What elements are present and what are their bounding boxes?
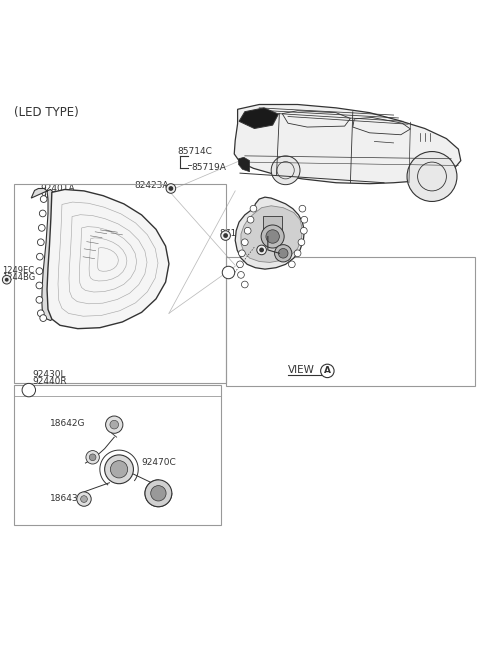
Circle shape	[300, 227, 307, 234]
Circle shape	[221, 231, 230, 240]
Circle shape	[37, 310, 44, 317]
Text: 85719A: 85719A	[191, 163, 226, 172]
Circle shape	[40, 315, 47, 321]
Circle shape	[40, 196, 47, 202]
Circle shape	[37, 239, 44, 245]
Circle shape	[89, 454, 96, 461]
Circle shape	[222, 266, 235, 279]
Circle shape	[239, 250, 245, 257]
Text: a: a	[226, 268, 231, 277]
Polygon shape	[235, 197, 304, 269]
Text: 92470C: 92470C	[142, 458, 176, 467]
Circle shape	[259, 247, 264, 252]
Circle shape	[151, 485, 166, 501]
Text: (LED TYPE): (LED TYPE)	[14, 106, 79, 119]
Circle shape	[294, 250, 301, 257]
Circle shape	[299, 205, 306, 212]
Text: 1244BG: 1244BG	[2, 273, 36, 281]
Circle shape	[110, 420, 119, 429]
Text: 87125G: 87125G	[219, 229, 254, 238]
Circle shape	[266, 230, 279, 243]
Circle shape	[36, 268, 43, 275]
Polygon shape	[239, 158, 250, 172]
Circle shape	[166, 184, 176, 194]
Circle shape	[238, 271, 244, 278]
Circle shape	[407, 152, 457, 201]
Text: VIEW: VIEW	[288, 364, 315, 375]
Circle shape	[241, 239, 248, 245]
Circle shape	[275, 245, 292, 262]
Text: 85714C: 85714C	[178, 147, 213, 156]
Circle shape	[288, 261, 295, 268]
Circle shape	[301, 216, 308, 223]
Circle shape	[247, 216, 254, 223]
Polygon shape	[47, 190, 169, 329]
Polygon shape	[241, 205, 302, 263]
Circle shape	[106, 416, 123, 434]
Circle shape	[22, 384, 36, 397]
Text: 92401A: 92401A	[41, 184, 75, 193]
Text: 87126: 87126	[254, 243, 283, 253]
Text: 92402A: 92402A	[41, 191, 75, 200]
Circle shape	[36, 297, 43, 303]
Text: a: a	[26, 386, 32, 394]
Circle shape	[36, 253, 43, 260]
Polygon shape	[234, 104, 461, 184]
Text: A: A	[324, 366, 331, 376]
Circle shape	[2, 275, 11, 284]
Circle shape	[237, 261, 243, 268]
Circle shape	[36, 282, 43, 289]
Circle shape	[110, 461, 128, 478]
Circle shape	[105, 455, 133, 483]
Text: 18643G: 18643G	[50, 493, 86, 503]
Text: 82423A: 82423A	[134, 181, 169, 190]
Circle shape	[244, 227, 251, 234]
Circle shape	[298, 239, 305, 245]
Circle shape	[278, 249, 288, 258]
Circle shape	[168, 186, 173, 191]
Circle shape	[271, 156, 300, 185]
Text: 18642G: 18642G	[50, 419, 86, 428]
Text: 92430L: 92430L	[33, 370, 66, 379]
Circle shape	[86, 451, 99, 464]
Circle shape	[77, 492, 91, 506]
FancyBboxPatch shape	[263, 216, 282, 231]
Circle shape	[145, 480, 172, 507]
Circle shape	[81, 495, 87, 503]
Circle shape	[250, 205, 257, 212]
Circle shape	[38, 225, 45, 231]
Circle shape	[241, 281, 248, 288]
Text: 92440R: 92440R	[33, 377, 67, 386]
Circle shape	[5, 278, 9, 281]
Polygon shape	[31, 188, 55, 321]
Circle shape	[261, 225, 284, 248]
Circle shape	[223, 233, 228, 238]
Circle shape	[257, 245, 266, 255]
Polygon shape	[239, 108, 278, 128]
Text: 1249EC: 1249EC	[2, 266, 35, 275]
Circle shape	[39, 210, 46, 217]
